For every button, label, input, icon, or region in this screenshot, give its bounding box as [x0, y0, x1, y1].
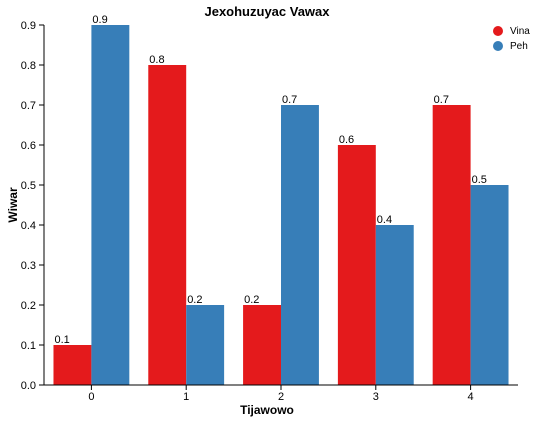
y-tick-label: 0.1: [21, 340, 36, 352]
data-label-peh-4: 0.5: [472, 174, 487, 186]
data-label-vina-2: 0.2: [244, 294, 259, 306]
bar-peh-0: [91, 25, 130, 385]
y-tick-label: 0.4: [21, 220, 36, 232]
data-label-peh-3: 0.4: [377, 214, 392, 226]
y-tick-label: 0.2: [21, 300, 36, 312]
data-label-vina-4: 0.7: [434, 94, 449, 106]
y-axis-title: Wiwar: [6, 187, 20, 223]
legend-label-vina: Vina: [510, 26, 530, 37]
y-tick-label: 0.7: [21, 100, 36, 112]
legend-swatch-peh: [493, 41, 503, 51]
bar-peh-2: [281, 105, 319, 385]
data-label-vina-1: 0.8: [149, 54, 164, 66]
y-tick-label: 0.9: [21, 20, 36, 32]
plot-area: 0.1 0.8 0.2 0.6 0.7 0.9 0.2 0.7 0.4 0.5: [53, 14, 509, 385]
legend: Vina Peh: [493, 26, 530, 52]
bar-vina-4: [432, 105, 471, 385]
y-tick-label: 0.5: [21, 180, 36, 192]
data-label-vina-3: 0.6: [339, 134, 354, 146]
bar-vina-2: [243, 305, 281, 385]
legend-swatch-vina: [493, 26, 503, 36]
y-tick-label: 0.8: [21, 60, 36, 72]
x-tick-label: 2: [278, 391, 284, 403]
chart-title: Jexohuzuyac Vawax: [204, 4, 330, 19]
x-tick-label: 3: [373, 391, 379, 403]
data-label-peh-2: 0.7: [282, 94, 297, 106]
bar-peh-4: [470, 185, 509, 385]
x-tick-label: 1: [183, 391, 189, 403]
bar-vina-3: [337, 145, 376, 385]
legend-label-peh: Peh: [510, 41, 528, 52]
data-label-vina-0: 0.1: [54, 334, 69, 346]
data-label-peh-1: 0.2: [187, 294, 202, 306]
bar-peh-1: [186, 305, 225, 385]
bar-vina-0: [53, 345, 92, 385]
x-tick-label: 0: [88, 391, 94, 403]
y-tick-label: 0.6: [21, 140, 36, 152]
y-axis: 0.0 0.1 0.2 0.3 0.4 0.5 0.6 0.7 0.8 0.9: [21, 20, 45, 392]
x-axis-title: Tijawowo: [240, 403, 294, 417]
data-label-peh-0: 0.9: [92, 14, 107, 26]
y-tick-label: 0.0: [21, 380, 36, 392]
x-tick-label: 4: [468, 391, 474, 403]
bar-peh-3: [375, 225, 414, 385]
y-tick-label: 0.3: [21, 260, 36, 272]
x-axis: 0 1 2 3 4: [44, 384, 518, 403]
bar-vina-1: [148, 65, 187, 385]
